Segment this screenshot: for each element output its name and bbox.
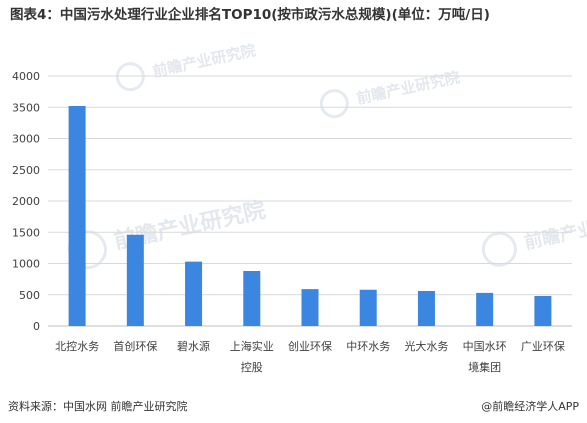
x-tick-label-3-line-1: 控股: [241, 360, 263, 374]
x-tick-label-7-line-0: 中国水环: [463, 340, 507, 353]
watermark-0: 前瞻产业研究院: [115, 41, 257, 92]
y-tick-label-1500: 1500: [12, 226, 40, 239]
x-tick-label-7-line-1: 境集团: [468, 360, 501, 374]
x-tick-label-1: 首创环保: [113, 339, 157, 353]
watermark-3: 前瞻产业研究院: [481, 206, 587, 267]
x-tick-label-5: 中环水务: [346, 340, 390, 353]
y-tick-label-4000: 4000: [12, 70, 40, 83]
watermark-text: 前瞻产业研究院: [522, 206, 587, 254]
watermark-logo-icon: [115, 62, 145, 92]
y-tick-label-3500: 3500: [12, 101, 40, 114]
x-tick-label-2: 碧水源: [177, 339, 210, 353]
bar-6: [417, 291, 435, 326]
watermark-text: 前瞻产业研究院: [151, 41, 257, 80]
y-tick-label-1000: 1000: [12, 258, 40, 271]
bar-0: [68, 106, 86, 326]
bar-5: [359, 289, 377, 326]
watermark-text: 前瞻产业研究院: [355, 68, 461, 107]
watermark-logo-icon: [481, 231, 517, 267]
x-tick-label-8: 广业环保: [521, 339, 565, 353]
y-tick-label-500: 500: [19, 289, 40, 302]
bar-4: [301, 289, 319, 326]
chart-title: 图表4：中国污水处理行业企业排名TOP10(按市政污水总规模)(单位：万吨/日): [10, 7, 490, 23]
bar-8: [534, 296, 552, 326]
x-tick-label-3-line-0: 上海实业: [230, 339, 274, 353]
y-tick-label-2000: 2000: [12, 195, 40, 208]
bar-2: [185, 261, 203, 326]
bar-1: [126, 234, 144, 326]
credit-note: @前瞻经济学人APP: [481, 400, 579, 413]
bar-7: [476, 292, 494, 326]
bar-3: [243, 271, 261, 326]
y-tick-label-2500: 2500: [12, 164, 40, 177]
source-note: 资料来源：中国水网 前瞻产业研究院: [8, 400, 188, 413]
x-tick-label-0: 北控水务: [55, 339, 99, 353]
y-tick-label-3000: 3000: [12, 133, 40, 146]
x-tick-label-6: 光大水务: [404, 339, 448, 353]
watermark-logo-icon: [319, 89, 349, 119]
watermark-1: 前瞻产业研究院: [319, 68, 461, 119]
x-tick-label-4: 创业环保: [288, 339, 332, 353]
y-tick-label-0: 0: [33, 320, 40, 333]
